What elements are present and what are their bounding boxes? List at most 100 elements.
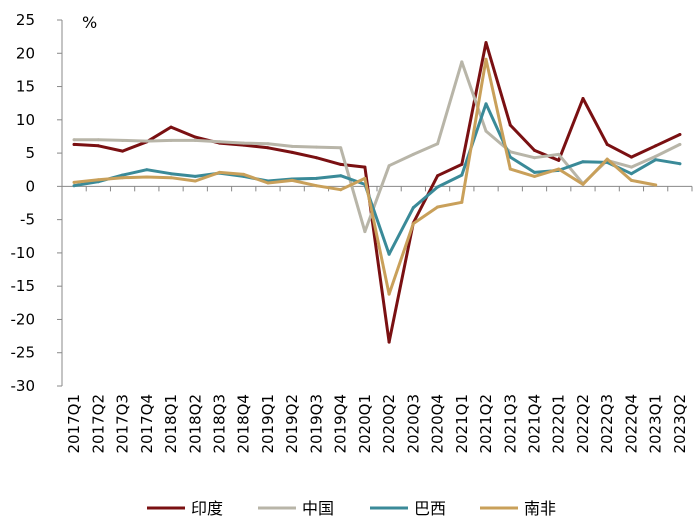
data-point [460, 60, 464, 64]
data-point [339, 174, 343, 178]
y-tick-label: 0 [25, 177, 35, 195]
x-tick-label: 2018Q2 [186, 394, 204, 454]
series-line [72, 102, 682, 256]
x-tick-label: 2020Q4 [429, 394, 447, 454]
data-point [557, 167, 561, 171]
y-tick-label: -25 [11, 344, 36, 362]
x-tick-label: 2021Q3 [501, 394, 519, 454]
y-tick-label: 25 [16, 11, 35, 29]
data-point [508, 155, 512, 159]
data-point [484, 57, 488, 61]
data-point [436, 205, 440, 209]
data-point [484, 129, 488, 133]
data-point [508, 123, 512, 127]
data-point [218, 140, 221, 144]
data-point [484, 41, 488, 45]
data-point [72, 180, 76, 184]
data-point [72, 142, 76, 146]
data-point [314, 184, 318, 188]
x-tick-label: 2017Q4 [138, 394, 156, 454]
data-point [145, 168, 149, 172]
data-point [363, 165, 367, 169]
data-point [339, 162, 343, 166]
y-tick-label: -15 [11, 277, 36, 295]
data-point [96, 144, 100, 148]
data-point [533, 174, 536, 178]
x-tick-label: 2022Q4 [622, 394, 640, 454]
data-point [533, 170, 536, 174]
x-tick-label: 2020Q1 [356, 394, 374, 454]
x-tick-label: 2022Q2 [574, 394, 592, 454]
data-point [605, 142, 609, 146]
data-point [460, 173, 464, 177]
data-point [436, 142, 440, 146]
series-中国 [72, 60, 682, 234]
legend-item: 南非 [480, 499, 556, 518]
data-point [169, 138, 173, 142]
x-tick-labels: 2017Q1 2017Q2 2017Q3 2017Q4 2018Q1 2018Q2 2018… [65, 394, 689, 454]
data-point [96, 138, 100, 142]
data-point [193, 179, 197, 183]
y-axis-unit-label: % [82, 13, 97, 32]
data-point [121, 149, 125, 153]
x-tick-label: 2021Q1 [453, 394, 471, 454]
data-point [121, 173, 125, 177]
data-point [605, 157, 609, 161]
legend-item: 中国 [258, 499, 334, 518]
data-point [678, 132, 682, 136]
data-point [460, 200, 464, 204]
data-point [193, 174, 197, 178]
data-point [314, 145, 318, 149]
x-tick-label: 2018Q4 [235, 394, 253, 454]
data-point [581, 160, 585, 164]
data-point [314, 156, 318, 160]
data-point [266, 181, 270, 185]
y-tick-label: -5 [20, 211, 35, 229]
y-tick-label: 10 [16, 111, 35, 129]
series-印度 [72, 41, 682, 344]
data-point [339, 188, 343, 192]
x-tick-label: 2017Q1 [65, 394, 83, 454]
series-lines [72, 41, 682, 344]
data-point [169, 172, 173, 176]
data-point [242, 172, 246, 176]
x-tick-label: 2019Q4 [332, 394, 350, 454]
y-tick-label: 15 [16, 78, 35, 96]
data-point [387, 292, 391, 296]
y-tick-label: 20 [16, 44, 35, 62]
data-point [436, 174, 440, 178]
legend-label: 印度 [191, 499, 223, 518]
data-point [266, 142, 270, 146]
data-point [581, 182, 585, 186]
data-point [484, 102, 488, 106]
data-point [363, 230, 367, 234]
data-point [290, 144, 294, 148]
data-point [145, 139, 149, 143]
x-tick-label: 2019Q3 [307, 394, 325, 454]
data-point [411, 222, 415, 226]
series-line [72, 41, 682, 344]
data-point [72, 138, 76, 142]
x-tick-label: 2021Q2 [477, 394, 495, 454]
data-point [266, 146, 270, 150]
legend-label: 巴西 [414, 499, 446, 518]
x-tick-label: 2018Q1 [162, 394, 180, 454]
x-tick-label: 2019Q1 [259, 394, 277, 454]
data-point [629, 178, 633, 182]
data-point [557, 152, 561, 156]
data-point [193, 135, 197, 139]
data-point [339, 146, 343, 150]
data-point [290, 178, 294, 182]
data-point [654, 158, 658, 162]
y-tick-labels: 25 20 15 10 5 0 -5 -10 -15 -20 -25 -30 [11, 11, 36, 395]
data-point [290, 150, 294, 154]
data-point [387, 340, 391, 344]
legend-label: 中国 [302, 499, 334, 518]
data-point [581, 97, 585, 101]
x-tick-label: 2023Q1 [647, 394, 665, 454]
data-point [121, 176, 125, 180]
y-tick-label: -30 [11, 377, 36, 395]
data-point [387, 164, 391, 168]
data-point [533, 148, 536, 152]
x-tick-label: 2017Q2 [89, 394, 107, 454]
